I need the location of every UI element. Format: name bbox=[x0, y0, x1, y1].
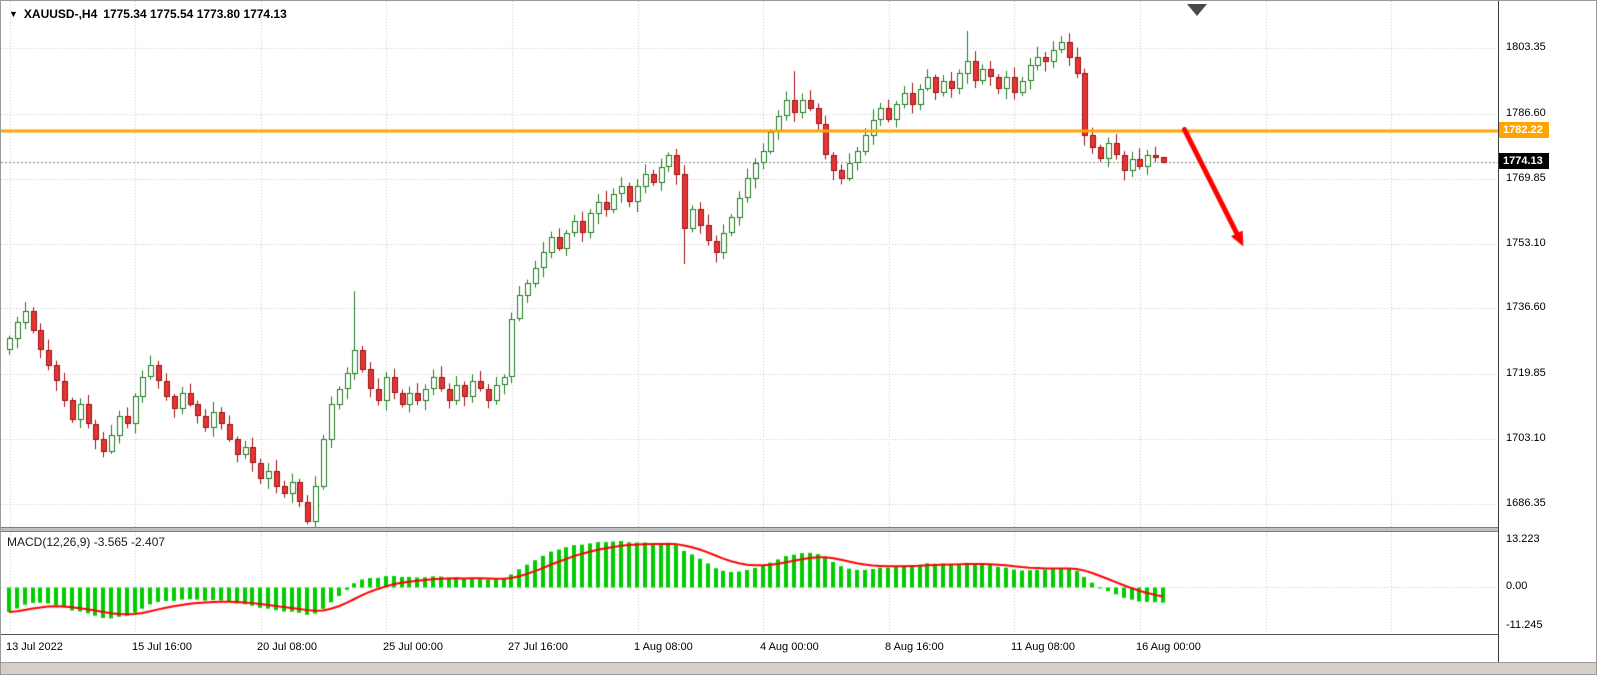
macd-axis-label: -11.245 bbox=[1506, 619, 1543, 631]
macd-indicator-label: MACD(12,26,9) -3.565 -2.407 bbox=[7, 535, 166, 549]
time-axis-label: 13 Jul 2022 bbox=[6, 641, 63, 653]
chart-header: ▼ XAUUSD-,H4 1775.34 1775.54 1773.80 177… bbox=[9, 7, 287, 21]
time-axis[interactable]: 13 Jul 2022 15 Jul 16:00 20 Jul 08:00 25 Ju… bbox=[1, 634, 1498, 663]
hline-price-tag: 1782.22 bbox=[1499, 122, 1549, 138]
time-axis-label: 25 Jul 00:00 bbox=[383, 641, 443, 653]
window-bottom-edge bbox=[1, 662, 1596, 674]
current-price-tag: 1774.13 bbox=[1499, 153, 1549, 169]
price-axis-label: 1719.85 bbox=[1506, 367, 1546, 379]
price-axis-label: 1736.60 bbox=[1506, 301, 1546, 313]
time-axis-label: 4 Aug 00:00 bbox=[760, 641, 819, 653]
macd-axis-label: 0.00 bbox=[1506, 580, 1528, 592]
chart-shift-marker-icon[interactable] bbox=[1187, 4, 1207, 16]
time-axis-label: 15 Jul 16:00 bbox=[132, 641, 192, 653]
price-axis-label: 1769.85 bbox=[1506, 172, 1546, 184]
chart-symbol-period: XAUUSD-,H4 bbox=[23, 7, 98, 21]
pane-separator[interactable] bbox=[1, 527, 1498, 532]
macd-pane[interactable]: MACD(12,26,9) -3.565 -2.407 bbox=[1, 532, 1498, 634]
time-axis-label: 27 Jul 16:00 bbox=[508, 641, 568, 653]
chart-ohlc-values: 1775.34 1775.54 1773.80 1774.13 bbox=[103, 7, 287, 21]
price-axis[interactable]: 1782.22 1774.13 1803.35 1786.60 1769.85 175… bbox=[1498, 1, 1596, 662]
time-axis-label: 16 Aug 00:00 bbox=[1136, 641, 1201, 653]
symbol-dropdown-icon: ▼ bbox=[9, 8, 18, 19]
macd-canvas[interactable] bbox=[1, 532, 1498, 634]
time-axis-label: 20 Jul 08:00 bbox=[257, 641, 317, 653]
macd-axis-label: 13.223 bbox=[1506, 533, 1540, 545]
time-axis-label: 11 Aug 08:00 bbox=[1011, 641, 1076, 653]
price-axis-label: 1686.35 bbox=[1506, 497, 1546, 509]
price-axis-label: 1753.10 bbox=[1506, 237, 1546, 249]
price-axis-label: 1703.10 bbox=[1506, 432, 1546, 444]
candlestick-canvas[interactable] bbox=[1, 1, 1498, 527]
time-axis-label: 1 Aug 08:00 bbox=[634, 641, 693, 653]
time-axis-label: 8 Aug 16:00 bbox=[885, 641, 944, 653]
price-axis-label: 1786.60 bbox=[1506, 107, 1546, 119]
main-chart-pane[interactable]: ▼ XAUUSD-,H4 1775.34 1775.54 1773.80 177… bbox=[1, 1, 1498, 527]
price-axis-label: 1803.35 bbox=[1506, 41, 1546, 53]
